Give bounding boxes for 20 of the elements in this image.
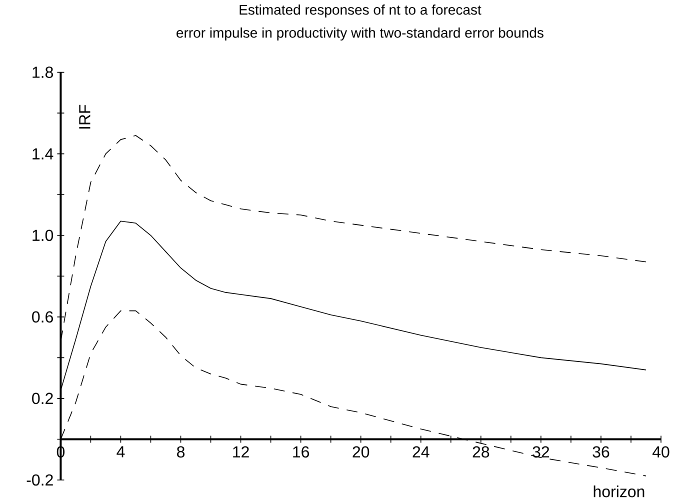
y-tick-label: 1.8 <box>32 66 53 78</box>
y-tick-label: 1.4 <box>32 148 54 160</box>
x-tick-label: 8 <box>177 446 185 458</box>
x-tick-label: 16 <box>293 446 310 458</box>
y-tick-label: 0.2 <box>32 392 53 404</box>
chart-subtitle: error impulse in productivity with two-standard error bounds <box>176 27 544 41</box>
y-tick-label: 1.0 <box>32 230 54 242</box>
x-tick-label: 36 <box>592 446 610 458</box>
x-tick-label: 28 <box>472 446 490 458</box>
chart-title: Estimated responses of nt to a forecast <box>240 4 482 18</box>
y-axis-title: IRF <box>79 104 90 129</box>
y-tick-label: -0.2 <box>26 474 53 486</box>
x-axis-title: horizon <box>594 486 644 498</box>
x-tick-label: 20 <box>352 446 370 458</box>
x-tick-label: 4 <box>116 446 125 458</box>
x-tick-label: 32 <box>532 446 550 458</box>
x-tick-label: 24 <box>412 446 430 458</box>
y-tick-label: 0.6 <box>32 311 53 323</box>
x-tick-label: 12 <box>233 446 249 458</box>
x-tick-label: 40 <box>652 446 670 458</box>
